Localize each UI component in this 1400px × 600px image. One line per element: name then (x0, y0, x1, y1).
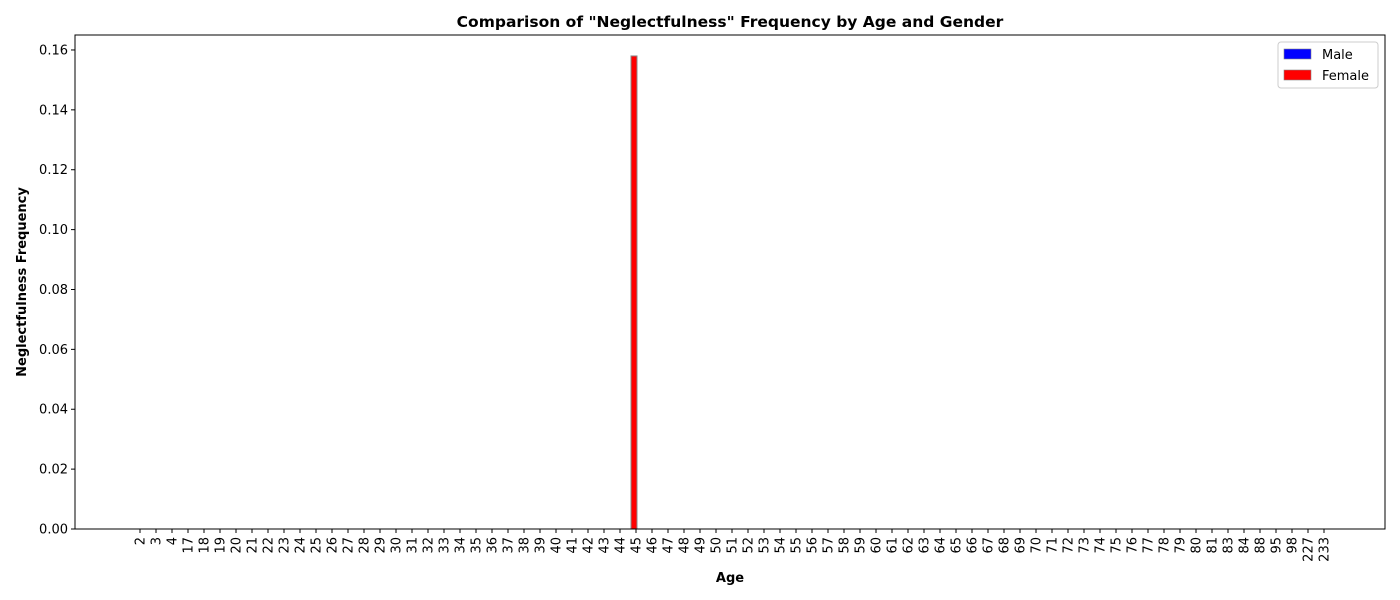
y-tick-label: 0.02 (39, 463, 68, 478)
x-tick-label: 73 (1078, 537, 1093, 554)
x-tick-label: 33 (438, 537, 453, 554)
x-tick-label: 49 (694, 537, 709, 554)
y-axis-title: Neglectfulness Frequency (15, 187, 30, 377)
x-tick-label: 77 (1142, 537, 1157, 554)
x-tick-label: 79 (1174, 537, 1189, 554)
x-tick-label: 51 (726, 537, 741, 554)
x-tick-label: 71 (1046, 537, 1061, 554)
x-tick-label: 20 (230, 537, 245, 554)
legend-label-male: Male (1322, 48, 1353, 63)
y-tick-label: 0.14 (39, 103, 68, 118)
plot-area (630, 55, 638, 530)
y-tick-label: 0.00 (39, 523, 68, 538)
x-tick-label: 53 (758, 537, 773, 554)
x-tick-label: 98 (1286, 537, 1301, 554)
legend: Male Female (1277, 41, 1379, 89)
x-tick-label: 54 (774, 537, 789, 554)
y-tick-label: 0.06 (39, 343, 68, 358)
x-tick-label: 27 (342, 537, 357, 554)
x-tick-label: 2 (134, 537, 149, 545)
x-tick-label: 95 (1270, 537, 1285, 554)
axes-frame (74, 34, 1386, 530)
x-tick-label: 88 (1254, 537, 1269, 554)
x-tick-label: 18 (198, 537, 213, 554)
x-tick-label: 70 (1030, 537, 1045, 554)
x-tick-label: 227 (1302, 537, 1317, 562)
x-tick-label: 62 (902, 537, 917, 554)
x-tick-label: 44 (614, 537, 629, 554)
y-tick-label: 0.10 (39, 223, 68, 238)
x-tick-label: 57 (822, 537, 837, 554)
x-tick-label: 233 (1318, 537, 1333, 562)
x-axis: 2 3 4 17 18 19 20 21 22 23 24 25 26 27 28 29 30 31 32 33 34 3… (134, 529, 1333, 562)
x-tick-label: 69 (1014, 537, 1029, 554)
x-tick-label: 74 (1094, 537, 1109, 554)
x-tick-label: 43 (598, 537, 613, 554)
x-tick-label: 75 (1110, 537, 1125, 554)
x-tick-label: 37 (502, 537, 517, 554)
legend-label-female: Female (1322, 69, 1369, 84)
x-tick-label: 65 (950, 537, 965, 554)
x-tick-label: 35 (470, 537, 485, 554)
x-tick-label: 66 (966, 537, 981, 554)
x-tick-label: 61 (886, 537, 901, 554)
x-tick-label: 58 (838, 537, 853, 554)
x-tick-label: 40 (550, 537, 565, 554)
x-tick-label: 52 (742, 537, 757, 554)
x-tick-label: 64 (934, 537, 949, 554)
x-tick-label: 63 (918, 537, 933, 554)
x-tick-label: 29 (374, 537, 389, 554)
x-tick-label: 34 (454, 537, 469, 554)
x-tick-label: 55 (790, 537, 805, 554)
x-tick-label: 60 (870, 537, 885, 554)
x-tick-label: 24 (294, 537, 309, 554)
x-tick-label: 59 (854, 537, 869, 554)
x-tick-label: 3 (150, 537, 165, 545)
x-tick-label: 56 (806, 537, 821, 554)
x-tick-label: 72 (1062, 537, 1077, 554)
x-tick-label: 36 (486, 537, 501, 554)
legend-swatch-female (1283, 69, 1312, 81)
x-tick-label: 68 (998, 537, 1013, 554)
bar-female-45 (630, 55, 638, 530)
x-tick-label: 48 (678, 537, 693, 554)
x-tick-label: 31 (406, 537, 421, 554)
x-tick-label: 17 (182, 537, 197, 554)
x-tick-label: 47 (662, 537, 677, 554)
x-tick-label: 28 (358, 537, 373, 554)
x-tick-label: 84 (1238, 537, 1253, 554)
x-tick-label: 41 (566, 537, 581, 554)
x-tick-label: 32 (422, 537, 437, 554)
x-tick-label: 25 (310, 537, 325, 554)
x-tick-label: 23 (278, 537, 293, 554)
x-tick-label: 39 (534, 537, 549, 554)
x-tick-label: 50 (710, 537, 725, 554)
legend-swatch-male (1283, 48, 1312, 60)
x-tick-label: 21 (246, 537, 261, 554)
x-tick-label: 67 (982, 537, 997, 554)
y-tick-label: 0.08 (39, 283, 68, 298)
x-tick-label: 83 (1222, 537, 1237, 554)
x-tick-label: 42 (582, 537, 597, 554)
x-tick-label: 30 (390, 537, 405, 554)
x-axis-title: Age (716, 571, 744, 586)
x-tick-label: 26 (326, 537, 341, 554)
x-tick-label: 45 (630, 537, 645, 554)
x-tick-label: 46 (646, 537, 661, 554)
x-tick-label: 78 (1158, 537, 1173, 554)
y-tick-label: 0.12 (39, 163, 68, 178)
y-tick-label: 0.04 (39, 403, 68, 418)
y-axis: 0.00 0.02 0.04 0.06 0.08 0.10 0.12 0.14 0.16 (39, 43, 75, 538)
y-tick-label: 0.16 (39, 43, 68, 58)
x-tick-label: 19 (214, 537, 229, 554)
x-tick-label: 4 (166, 537, 181, 545)
chart-title: Comparison of "Neglectfulness" Frequency… (457, 13, 1004, 31)
x-tick-label: 22 (262, 537, 277, 554)
x-tick-label: 81 (1206, 537, 1221, 554)
x-tick-label: 80 (1190, 537, 1205, 554)
x-tick-label: 38 (518, 537, 533, 554)
x-tick-label: 76 (1126, 537, 1141, 554)
